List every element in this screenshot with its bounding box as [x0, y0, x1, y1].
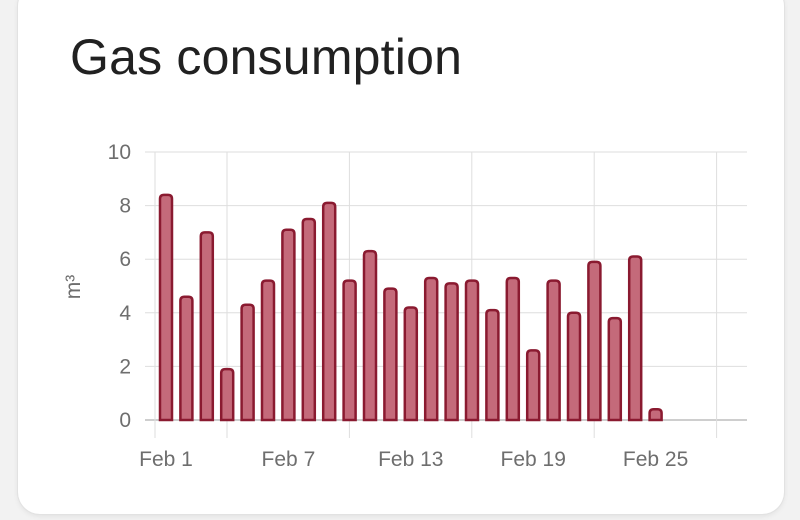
- x-tick-label: Feb 25: [623, 448, 688, 471]
- chart-bars: [158, 193, 663, 422]
- bar: [485, 308, 500, 422]
- bar: [648, 408, 663, 422]
- bar: [627, 255, 643, 422]
- bar: [383, 287, 398, 422]
- y-tick-label: 0: [119, 409, 131, 432]
- bar: [607, 316, 623, 422]
- gas-consumption-card: Gas consumption: [18, 0, 784, 514]
- x-tick-label: Feb 13: [378, 448, 443, 471]
- y-tick-label: 8: [119, 195, 131, 218]
- bar: [403, 306, 419, 422]
- bar: [464, 279, 480, 422]
- bar: [240, 303, 255, 422]
- bar: [219, 367, 235, 422]
- bar: [301, 217, 317, 422]
- bar: [321, 201, 337, 422]
- bar: [199, 231, 215, 422]
- y-axis-label: m³: [62, 275, 85, 300]
- bar: [587, 260, 602, 422]
- y-tick-label: 6: [119, 248, 131, 271]
- chart-axes: 0 2 4 6 8 10 Feb 1 Feb 7 Feb 13 Feb 19 Feb 25: [108, 141, 689, 471]
- bar: [260, 279, 276, 422]
- bar: [546, 279, 561, 422]
- bar: [423, 276, 439, 422]
- bar: [525, 349, 541, 422]
- bar: [342, 279, 357, 422]
- x-tick-label: Feb 7: [262, 448, 316, 471]
- y-tick-label: 4: [119, 302, 131, 325]
- y-tick-label: 10: [108, 141, 131, 164]
- bar: [444, 282, 459, 422]
- bar: [158, 193, 174, 422]
- x-tick-label: Feb 1: [139, 448, 193, 471]
- x-tick-label: Feb 19: [501, 448, 566, 471]
- card-title: Gas consumption: [70, 29, 463, 85]
- bar: [281, 228, 296, 422]
- bar: [179, 295, 194, 422]
- bar: [362, 249, 378, 422]
- bar: [505, 276, 521, 422]
- bar: [566, 311, 582, 422]
- y-tick-label: 2: [119, 355, 131, 378]
